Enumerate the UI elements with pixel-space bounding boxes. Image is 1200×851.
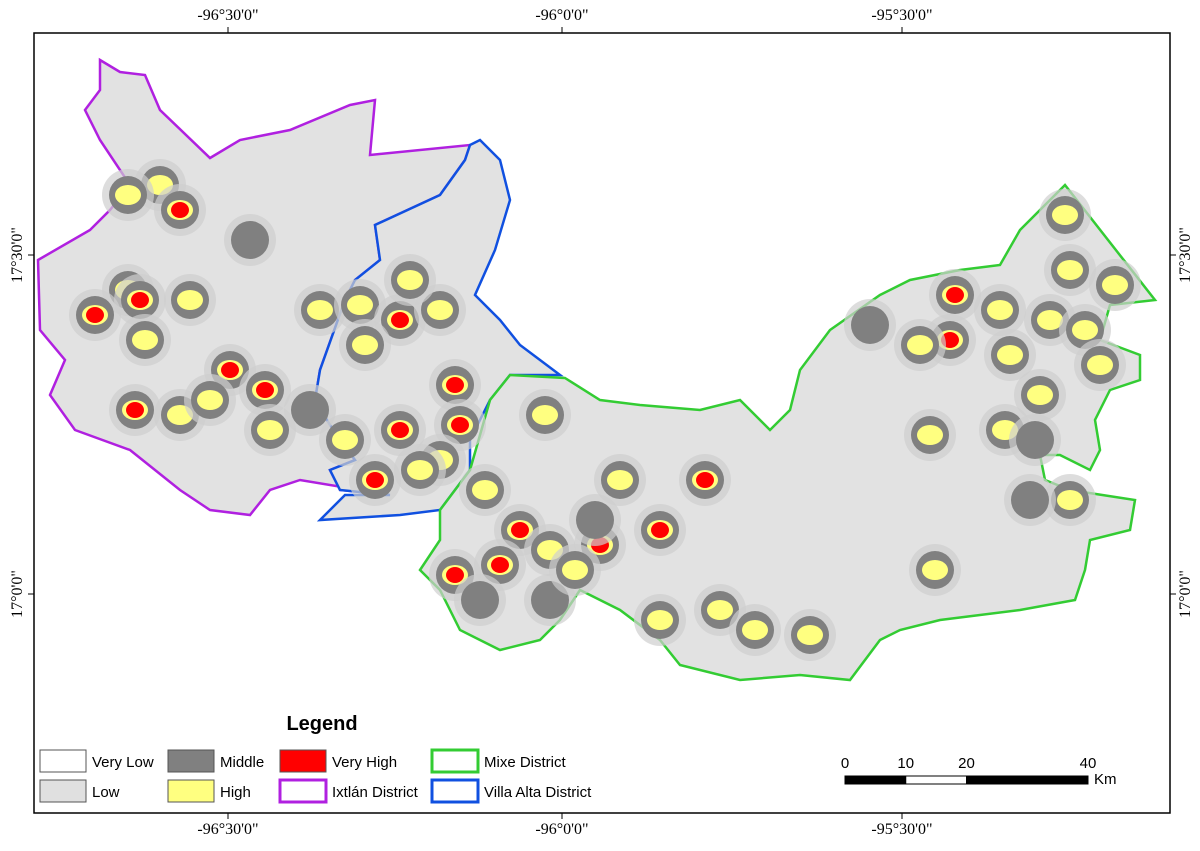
high-patch <box>1052 205 1078 225</box>
high-patch <box>797 625 823 645</box>
legend-label: Very Low <box>92 754 154 771</box>
scale-segment <box>905 775 967 785</box>
high-patch <box>532 405 558 425</box>
middle-patch <box>576 501 614 539</box>
legend: Legend Very Low Middle Very High Mixe Distr… <box>39 713 592 804</box>
scale-tick-label: 20 <box>958 755 975 772</box>
legend-swatch <box>39 749 87 773</box>
high-patch <box>917 425 943 445</box>
high-patch <box>1037 310 1063 330</box>
high-patch <box>1057 490 1083 510</box>
high-patch <box>1072 320 1098 340</box>
high-patch <box>1087 355 1113 375</box>
very-high-patch <box>86 307 104 323</box>
very-high-patch <box>451 417 469 433</box>
middle-patch <box>1011 481 1049 519</box>
legend-swatch <box>279 749 327 773</box>
bottom-longitude-label: -96°30'0" <box>197 821 258 838</box>
high-patch <box>907 335 933 355</box>
high-patch <box>1102 275 1128 295</box>
scale-tick-label: 10 <box>897 755 914 772</box>
high-patch <box>257 420 283 440</box>
legend-title: Legend <box>286 713 357 735</box>
high-patch <box>742 620 768 640</box>
high-patch <box>177 290 203 310</box>
top-longitude-label: -96°0'0" <box>535 7 588 24</box>
legend-label: Ixtlán District <box>332 784 419 801</box>
legend-swatch <box>278 778 328 804</box>
bottom-longitude-label: -95°30'0" <box>871 821 932 838</box>
middle-patch <box>1016 421 1054 459</box>
middle-patch <box>461 581 499 619</box>
regions <box>36 57 1158 682</box>
very-high-patch <box>126 402 144 418</box>
middle-patch <box>851 306 889 344</box>
very-high-patch <box>391 312 409 328</box>
legend-label: Very High <box>332 754 397 771</box>
legend-label: Low <box>92 784 120 801</box>
high-patch <box>347 295 373 315</box>
very-high-patch <box>131 292 149 308</box>
scale-tick-label: 0 <box>841 755 849 772</box>
high-patch <box>607 470 633 490</box>
legend-label: Middle <box>220 754 264 771</box>
high-patch <box>647 610 673 630</box>
left-latitude-label: 17°30'0" <box>9 227 26 283</box>
high-patch <box>397 270 423 290</box>
legend-swatch <box>39 779 87 803</box>
right-latitude-label: 17°0'0" <box>1177 570 1194 618</box>
top-longitude-label: -95°30'0" <box>871 7 932 24</box>
high-patch <box>997 345 1023 365</box>
high-patch <box>132 330 158 350</box>
middle-patch <box>231 221 269 259</box>
very-high-patch <box>696 472 714 488</box>
very-high-patch <box>171 202 189 218</box>
coordinate-labels: -96°30'0" -96°30'0" -96°0'0" -96°0'0" -95°30… <box>9 7 1194 838</box>
left-latitude-label: 17°0'0" <box>9 570 26 618</box>
high-patch <box>332 430 358 450</box>
very-high-patch <box>391 422 409 438</box>
high-patch <box>472 480 498 500</box>
high-patch <box>707 600 733 620</box>
legend-swatch <box>167 779 215 803</box>
risk-patches <box>69 159 1141 661</box>
legend-swatch <box>167 749 215 773</box>
legend-label: High <box>220 784 251 801</box>
high-patch <box>307 300 333 320</box>
very-high-patch <box>446 567 464 583</box>
very-high-patch <box>221 362 239 378</box>
scale-segment <box>966 775 1089 785</box>
very-high-patch <box>651 522 669 538</box>
high-patch <box>1027 385 1053 405</box>
right-latitude-label: 17°30'0" <box>1177 227 1194 283</box>
high-patch <box>1057 260 1083 280</box>
very-high-patch <box>511 522 529 538</box>
very-high-patch <box>446 377 464 393</box>
high-patch <box>987 300 1013 320</box>
bottom-longitude-label: -96°0'0" <box>535 821 588 838</box>
high-patch <box>562 560 588 580</box>
very-high-patch <box>256 382 274 398</box>
scale-tick-label: 40 <box>1080 755 1097 772</box>
scale-unit: Km <box>1094 771 1117 788</box>
very-high-patch <box>491 557 509 573</box>
very-high-patch <box>946 287 964 303</box>
middle-patch <box>291 391 329 429</box>
very-high-patch <box>366 472 384 488</box>
legend-label: Mixe District <box>484 754 566 771</box>
high-patch <box>352 335 378 355</box>
legend-swatch <box>430 748 480 774</box>
high-patch <box>922 560 948 580</box>
scale-segment <box>844 775 907 785</box>
high-patch <box>427 300 453 320</box>
high-patch <box>407 460 433 480</box>
high-patch <box>115 185 141 205</box>
top-longitude-label: -96°30'0" <box>197 7 258 24</box>
legend-swatch <box>430 778 480 804</box>
high-patch <box>197 390 223 410</box>
legend-label: Villa Alta District <box>484 784 592 801</box>
